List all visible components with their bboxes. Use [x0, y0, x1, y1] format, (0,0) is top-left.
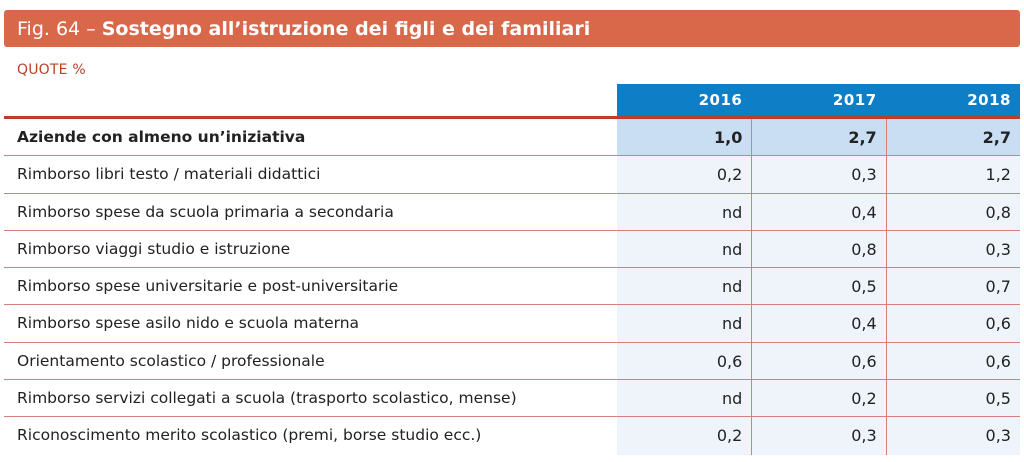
table-row: Rimborso spese universitarie e post-univ… [4, 268, 1020, 306]
cell-2018: 0,7 [885, 268, 1020, 305]
row-label: Rimborso spese asilo nido e scuola mater… [17, 314, 360, 333]
table-row-summary: Aziende con almeno un’iniziativa 1,0 2,7 2,… [4, 119, 1020, 157]
figure-number: Fig. 64 [17, 17, 81, 40]
cell-2017: 0,3 [751, 156, 886, 193]
cell-2016: nd [617, 380, 752, 417]
table-row: Orientamento scolastico / professionale 0… [4, 342, 1020, 381]
row-label: Rimborso spese da scuola primaria a seco… [17, 202, 394, 221]
column-header-2018: 2018 [967, 91, 1011, 109]
cell-2017: 0,5 [751, 268, 886, 305]
cell-2018: 0,3 [885, 417, 1020, 455]
header-rule [4, 116, 1020, 119]
table-row: Rimborso spese da scuola primaria a seco… [4, 193, 1020, 231]
cell-2016: nd [617, 230, 752, 268]
row-label: Rimborso servizi collegati a scuola (tra… [17, 389, 517, 408]
table-row: Rimborso spese asilo nido e scuola mater… [4, 305, 1020, 343]
cell-2016: 1,0 [617, 119, 752, 156]
cell-2017: 0,4 [751, 193, 886, 230]
row-label: Aziende con almeno un’iniziativa [17, 128, 306, 146]
cell-2016: 0,6 [617, 342, 752, 380]
cell-2016: 0,2 [617, 417, 752, 455]
figure-title-bar: Fig. 64 – Sostegno all’istruzione dei fi… [4, 10, 1020, 47]
cell-2017: 2,7 [751, 119, 886, 156]
row-label: Riconoscimento merito scolastico (premi,… [17, 426, 482, 445]
column-header-2017: 2017 [832, 91, 877, 109]
cell-2017: 0,6 [751, 342, 886, 380]
cell-2017: 0,3 [751, 417, 886, 455]
table-row: Rimborso viaggi studio e istruzione nd 0,8… [4, 230, 1020, 269]
cell-2016: nd [617, 305, 752, 342]
cell-2018: 2,7 [885, 119, 1020, 156]
cell-2017: 0,2 [751, 380, 886, 417]
row-label: Orientamento scolastico / professionale [17, 351, 325, 370]
table-row: Rimborso libri testo / materiali didatti… [4, 156, 1020, 194]
row-label: Rimborso libri testo / materiali didatti… [17, 165, 321, 184]
table-row: Rimborso servizi collegati a scuola (tra… [4, 380, 1020, 418]
year-header-row: 2016 2017 2018 [617, 84, 1020, 116]
cell-2016: nd [617, 268, 752, 305]
cell-2018: 1,2 [885, 156, 1020, 193]
cell-2017: 0,8 [751, 230, 886, 268]
cell-2018: 0,8 [885, 193, 1020, 230]
figure-subtitle: QUOTE % [17, 62, 86, 78]
cell-2018: 0,6 [885, 342, 1020, 380]
cell-2018: 0,5 [885, 380, 1020, 417]
data-table: Aziende con almeno un’iniziativa 1,0 2,7 2,… [4, 119, 1020, 455]
cell-2016: 0,2 [617, 156, 752, 193]
column-header-2016: 2016 [698, 91, 743, 109]
figure-title: Sostegno all’istruzione dei figli e dei … [101, 17, 591, 40]
figure-separator: – [86, 17, 96, 40]
cell-2018: 0,6 [885, 305, 1020, 342]
cell-2017: 0,4 [751, 305, 886, 342]
row-label: Rimborso spese universitarie e post-univ… [17, 277, 399, 296]
cell-2016: nd [617, 193, 752, 230]
cell-2018: 0,3 [885, 230, 1020, 268]
table-row: Riconoscimento merito scolastico (premi,… [4, 417, 1020, 455]
row-label: Rimborso viaggi studio e istruzione [17, 239, 291, 258]
